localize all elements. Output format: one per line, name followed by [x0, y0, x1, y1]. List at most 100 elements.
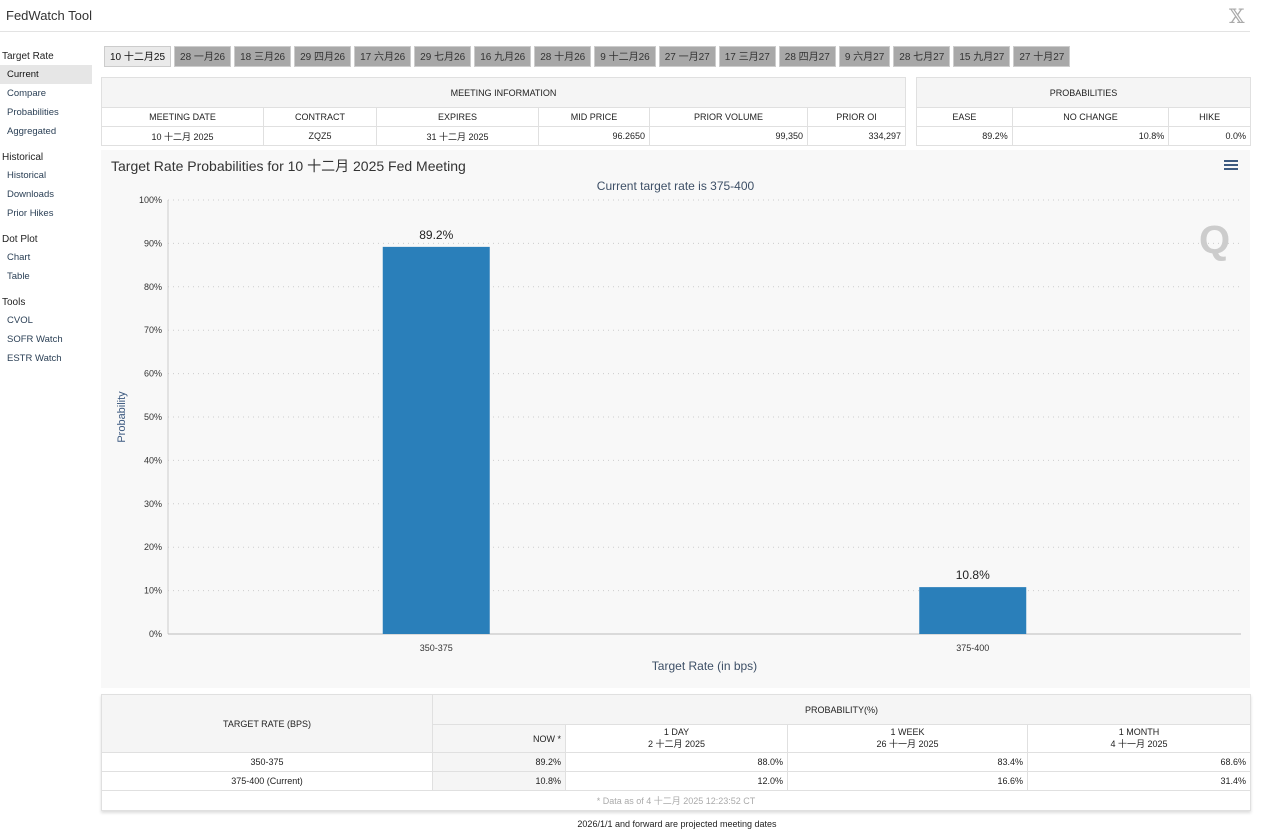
period-label: 1 MONTH [1118, 727, 1160, 737]
y-tick-label: 40% [144, 455, 162, 465]
sidebar-item[interactable]: Compare [7, 88, 47, 99]
probability-header: PROBABILITY(%) [432, 694, 1251, 725]
sidebar-item[interactable]: Probabilities [7, 107, 59, 118]
probabilities-table: PROBABILITIES EASE NO CHANGE HIKE 89.2% 10.8… [916, 77, 1251, 146]
sidebar-section-heading: Target Rate [2, 51, 54, 62]
bar[interactable] [382, 246, 490, 634]
x-axis-label: Target Rate (in bps) [652, 659, 757, 673]
y-tick-label: 50% [144, 412, 162, 422]
meeting-tab[interactable]: 28 四月27 [778, 46, 836, 67]
probability-history-table: TARGET RATE (BPS) PROBABILITY(%) NOW * 1 … [101, 694, 1251, 811]
cell: 375-400 (Current) [101, 771, 433, 791]
column-header: MID PRICE [538, 107, 650, 127]
cell: 350-375 [101, 752, 433, 772]
sidebar-section-heading: Historical [2, 152, 44, 163]
sidebar-item[interactable]: SOFR Watch [7, 334, 63, 345]
meeting-tab[interactable]: 28 一月26 [174, 46, 232, 67]
sidebar-item[interactable]: Prior Hikes [7, 208, 54, 219]
meeting-tab[interactable]: 27 十月27 [1013, 46, 1071, 67]
cell: 12.0% [565, 771, 788, 791]
meeting-tab[interactable]: 28 十月26 [534, 46, 592, 67]
data-timestamp-note: * Data as of 4 十二月 2025 12:23:52 CT [101, 790, 1251, 811]
column-header: PRIOR OI [807, 107, 906, 127]
meeting-tab[interactable]: 29 七月26 [414, 46, 472, 67]
meeting-tab[interactable]: 10 十二月25 [104, 46, 172, 67]
bar-chart: 0% 10% 20% 30% 40% 50% 60% 70% 80% 90% 100% 89.2% 35… [116, 195, 1241, 673]
sidebar-item[interactable]: Chart [7, 252, 31, 263]
y-tick-label: 0% [149, 629, 162, 639]
y-tick-label: 60% [144, 369, 162, 379]
table-row: 350-375 89.2% 88.0% 83.4% 68.6% [101, 752, 1251, 772]
period-header: 1 DAY 2 十二月 2025 [565, 724, 788, 753]
cell: 31.4% [1027, 771, 1251, 791]
y-tick-label: 80% [144, 282, 162, 292]
period-label: 1 WEEK [890, 727, 925, 737]
meeting-tab[interactable]: 17 六月26 [354, 46, 412, 67]
period-label: NOW * [533, 733, 561, 744]
cell: 89.2% [916, 126, 1013, 146]
cell: 89.2% [432, 752, 566, 772]
meeting-tab[interactable]: 16 九月26 [474, 46, 532, 67]
target-rate-header: TARGET RATE (BPS) [101, 694, 433, 753]
table-row: 375-400 (Current) 10.8% 12.0% 16.6% 31.4% [101, 771, 1251, 791]
cell: 16.6% [787, 771, 1028, 791]
chart-menu-icon[interactable] [1224, 160, 1238, 172]
app-title: FedWatch Tool [6, 8, 92, 23]
y-tick-label: 90% [144, 238, 162, 248]
period-header: 1 WEEK 26 十一月 2025 [787, 724, 1028, 753]
period-header: NOW * [432, 724, 566, 753]
y-axis-label: Probability [116, 391, 128, 443]
column-header: HIKE [1168, 107, 1251, 127]
period-date: 26 十一月 2025 [876, 739, 939, 749]
close-icon[interactable]: 𝕏 [1229, 4, 1245, 28]
sidebar-item[interactable]: CVOL [7, 315, 33, 326]
period-label: 1 DAY [663, 727, 690, 737]
meeting-tab[interactable]: 17 三月27 [718, 46, 776, 67]
meeting-tab[interactable]: 9 六月27 [838, 46, 891, 67]
chart-panel: Target Rate Probabilities for 10 十二月 202… [101, 150, 1250, 688]
data-label: 10.8% [956, 568, 990, 582]
y-tick-label: 30% [144, 499, 162, 509]
meeting-tab[interactable]: 29 四月26 [294, 46, 352, 67]
meeting-info-caption: MEETING INFORMATION [101, 77, 906, 108]
probabilities-caption: PROBABILITIES [916, 77, 1251, 108]
period-date: 4 十一月 2025 [1110, 739, 1168, 749]
divider [0, 31, 1250, 32]
sidebar-section-heading: Tools [2, 297, 26, 308]
cell: 10.8% [432, 771, 566, 791]
column-header: EASE [916, 107, 1013, 127]
sidebar: Target Rate Current Compare Probabilities Ag… [0, 48, 92, 368]
cell: 334,297 [807, 126, 906, 146]
sidebar-item[interactable]: Table [7, 271, 30, 282]
meeting-tab[interactable]: 15 九月27 [953, 46, 1011, 67]
sidebar-item[interactable]: Historical [7, 170, 47, 181]
y-tick-label: 20% [144, 542, 162, 552]
y-tick-label: 100% [139, 195, 162, 205]
y-tick-label: 70% [144, 325, 162, 335]
meeting-tab[interactable]: 9 十二月26 [594, 46, 656, 67]
bar[interactable] [919, 587, 1027, 634]
cell: 68.6% [1027, 752, 1251, 772]
sidebar-item[interactable]: ESTR Watch [7, 353, 62, 364]
data-label: 89.2% [419, 228, 453, 242]
cell: 83.4% [787, 752, 1028, 772]
sidebar-item[interactable]: Current [0, 65, 92, 84]
sidebar-section-heading: Dot Plot [2, 234, 38, 245]
meeting-tab[interactable]: 18 三月26 [234, 46, 292, 67]
cell: 88.0% [565, 752, 788, 772]
x-tick-label: 375-400 [956, 643, 989, 653]
watermark-logo-icon: Q [1199, 218, 1231, 262]
meeting-tab[interactable]: 28 七月27 [893, 46, 951, 67]
chart-title: Target Rate Probabilities for 10 十二月 202… [111, 158, 466, 174]
y-tick-label: 10% [144, 586, 162, 596]
meeting-tab[interactable]: 27 一月27 [658, 46, 716, 67]
period-date: 2 十二月 2025 [647, 739, 706, 749]
meeting-tabs: 10 十二月25 28 一月26 18 三月26 29 四月26 17 六月26 29 七… [104, 46, 1071, 67]
period-header: 1 MONTH 4 十一月 2025 [1027, 724, 1251, 753]
sidebar-item[interactable]: Aggregated [7, 126, 57, 137]
cell: 99,350 [649, 126, 808, 146]
column-header: EXPIRES [376, 107, 539, 127]
sidebar-item[interactable]: Downloads [7, 189, 54, 200]
cell: 10 十二月 2025 [101, 126, 264, 146]
cell: ZQZ5 [263, 126, 377, 146]
